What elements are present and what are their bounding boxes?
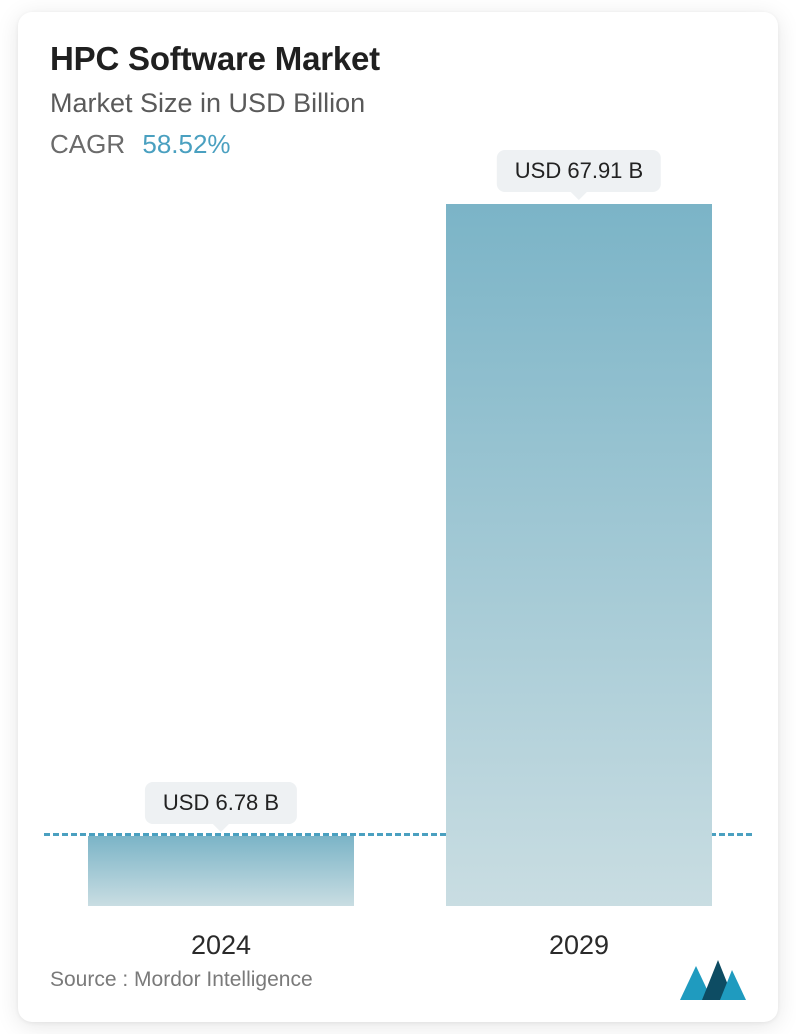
x-axis-label-2029: 2029: [446, 930, 712, 961]
chart-plot-area: USD 6.78 B USD 67.91 B 2024 2029: [50, 182, 746, 906]
chart-title: HPC Software Market: [50, 40, 746, 78]
x-axis-label-2024: 2024: [88, 930, 354, 961]
bar-fill-2029: [446, 204, 712, 906]
value-chip-2024: USD 6.78 B: [145, 782, 297, 824]
mordor-logo-icon: [680, 960, 746, 1000]
chart-card: HPC Software Market Market Size in USD B…: [18, 12, 778, 1022]
source-attribution: Source : Mordor Intelligence: [50, 968, 313, 992]
value-chip-2029: USD 67.91 B: [497, 150, 661, 192]
bar-2029: USD 67.91 B: [446, 204, 712, 906]
chart-footer: Source : Mordor Intelligence: [50, 960, 746, 1000]
chart-subtitle: Market Size in USD Billion: [50, 88, 746, 119]
bar-fill-2024: [88, 836, 354, 906]
cagr-value: 58.52%: [142, 129, 230, 159]
cagr-label: CAGR: [50, 129, 125, 159]
bar-2024: USD 6.78 B: [88, 836, 354, 906]
